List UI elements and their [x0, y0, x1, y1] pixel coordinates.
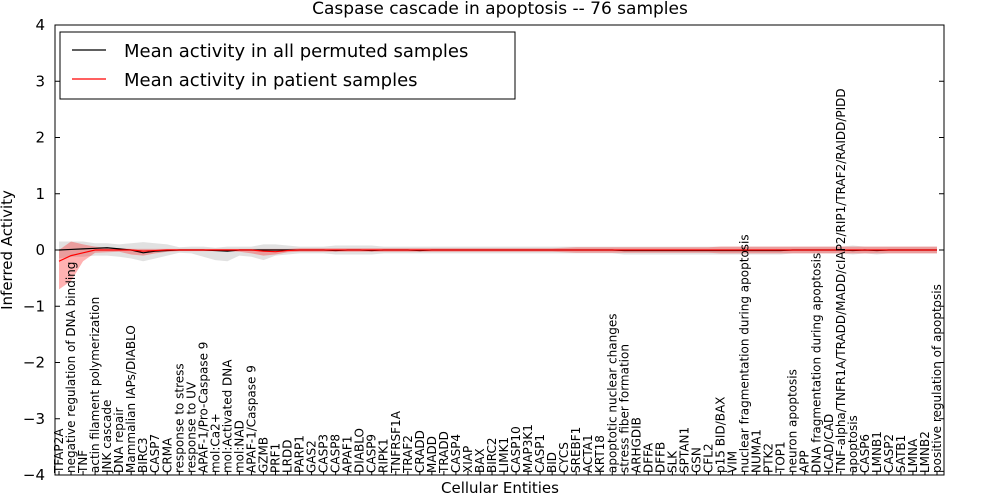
x-tick-label: nuclear fragmentation during apoptosis	[738, 234, 752, 473]
x-tick-label: CASP7	[148, 434, 162, 473]
x-tick-label: APP	[798, 450, 812, 473]
y-tick-label: −1	[23, 297, 45, 315]
x-tick-label: MADD	[425, 436, 439, 473]
y-tick-label: 4	[35, 16, 45, 34]
x-tick-label: CASP4	[449, 434, 463, 473]
x-tick-label: CASP9	[365, 434, 379, 473]
x-tick-label: BID	[545, 452, 559, 473]
x-tick-label: MAP3K1	[521, 424, 535, 473]
x-tick-label: DNA repair	[112, 407, 126, 473]
x-tick-label: neuron apoptosis	[786, 369, 800, 473]
x-tick-label: DFFB	[653, 442, 667, 473]
x-tick-label: response to stress	[172, 363, 186, 473]
x-tick-label: mol:NAD	[232, 420, 246, 473]
x-tick-label: PRF1	[268, 443, 282, 473]
x-tick-label: RIPK1	[377, 438, 391, 473]
band-series-1	[59, 241, 937, 290]
chart-title: Caspase cascade in apoptosis -- 76 sampl…	[312, 0, 688, 19]
band-series-0	[59, 241, 937, 262]
x-tick-label: LMNA	[906, 438, 920, 473]
y-tick-label: −4	[23, 466, 45, 484]
x-tick-label: ARHGDIB	[629, 417, 643, 473]
x-tick-label: KRT18	[593, 435, 607, 473]
x-tick-label: XIAP	[461, 446, 475, 473]
x-tick-label: TNF	[76, 450, 90, 474]
x-tick-label: GZMB	[256, 437, 270, 473]
x-tick-label: CRMA	[160, 437, 174, 473]
x-tick-label: TOP1	[774, 441, 788, 474]
x-tick-label: negative regulation of DNA binding	[64, 262, 78, 473]
x-tick-label: PTK2	[762, 443, 776, 473]
x-tick-label: positive regulation of apoptosis	[930, 284, 944, 473]
x-tick-label: CRADD	[413, 430, 427, 473]
x-tick-label: DFFA	[641, 442, 655, 473]
x-tick-label: TNFRSF1A	[389, 410, 403, 474]
y-tick-label: 2	[35, 129, 45, 147]
x-tick-label: LRDD	[281, 439, 295, 473]
x-tick-label: DNA fragmentation during apoptosis	[810, 253, 824, 473]
x-tick-label: APAF-1/Caspase 9	[244, 365, 258, 473]
y-tick-label: 3	[35, 72, 45, 90]
x-tick-label: response to UV	[184, 381, 198, 473]
x-tick-label: BAX	[473, 448, 487, 473]
y-tick-label: −2	[23, 354, 45, 372]
legend-label-patient: Mean activity in patient samples	[124, 70, 418, 91]
x-tick-label: BIRC2	[485, 437, 499, 473]
x-tick-label: TRADD	[437, 431, 451, 474]
x-tick-label: CASP6	[858, 434, 872, 473]
x-tick-label: CASP2	[882, 434, 896, 473]
plot-area	[58, 241, 937, 290]
x-tick-label: apoptosis	[846, 415, 860, 473]
x-tick-label: CYCS	[557, 442, 571, 473]
line-series-1	[58, 249, 937, 262]
x-tick-label: NUMA1	[750, 429, 764, 473]
x-tick-label: APAF1	[341, 436, 355, 473]
x-tick-label: GSN	[689, 447, 703, 473]
y-axis-label: Inferred Activity	[0, 190, 16, 310]
legend: Mean activity in all permuted samples Me…	[59, 31, 516, 100]
x-tick-label: BIRC3	[136, 437, 150, 473]
x-tick-label: actin filament polymerization	[88, 297, 102, 473]
x-tick-label: SREBF1	[569, 427, 583, 473]
x-tick-label: ACTA1	[581, 434, 595, 473]
y-tick-label: −3	[23, 410, 45, 428]
x-tick-label: TRAF2	[401, 435, 415, 474]
x-tick-label: TNF-alpha/TNFR1A/TRADD/MADD/cIAP2/RIP1/T…	[834, 88, 848, 474]
x-tick-label: VIM	[726, 451, 740, 473]
x-tick-label: p15 BID/BAX	[714, 397, 728, 473]
x-tick-label: CASP8	[329, 434, 343, 473]
x-tick-label: mol:Ca2+	[208, 413, 222, 473]
x-tick-label: Mammalian IAPs/DIABLO	[124, 325, 138, 473]
x-tick-label: GAS2	[305, 440, 319, 473]
x-tick-label: JNK cascade	[100, 400, 114, 474]
x-tick-label: ICAD/CAD	[822, 414, 836, 473]
x-tick-label: SATB1	[894, 435, 908, 473]
y-tick-label: 1	[35, 185, 45, 203]
x-tick-label: CASP1	[533, 434, 547, 473]
x-tick-label: LIMK1	[497, 437, 511, 473]
x-tick-label: stress fiber formation	[617, 344, 631, 473]
legend-label-permuted: Mean activity in all permuted samples	[124, 41, 468, 62]
y-axis: −4 −3 −2 −1 0 1 2 3 4	[23, 16, 944, 484]
x-tick-label: SLK	[665, 450, 679, 473]
legend-box	[59, 31, 516, 100]
x-tick-label: CFL2	[701, 443, 715, 473]
x-tick-label: PARP1	[293, 435, 307, 473]
x-tick-label: CASP10	[509, 426, 523, 473]
x-tick-label: CASP3	[317, 434, 331, 473]
x-tick-label: mol:Activated DNA	[220, 359, 234, 473]
y-tick-label: 0	[35, 241, 45, 259]
x-tick-label: SPTAN1	[677, 427, 691, 473]
x-tick-label: DIABLO	[353, 428, 367, 473]
x-tick-label: apoptotic nuclear changes	[605, 314, 619, 473]
x-tick-label: LMNB1	[870, 431, 884, 473]
x-tick-label: APAF-1/Pro-Caspase 9	[196, 342, 210, 473]
x-tick-label: TFAP2A	[52, 428, 66, 474]
x-axis-label: Cellular Entities	[441, 479, 559, 497]
x-tick-label: LMNB2	[918, 431, 932, 473]
